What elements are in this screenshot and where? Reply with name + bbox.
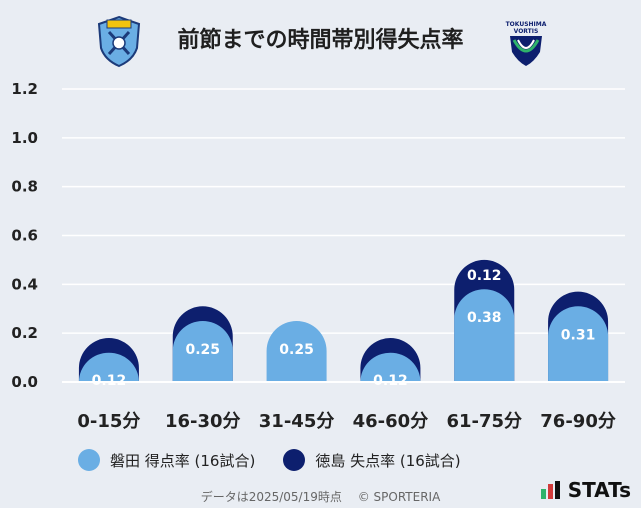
stats-brand: STATs	[540, 478, 631, 502]
legend: 磐田 得点率 (16試合) 徳島 失点率 (16試合)	[78, 449, 489, 471]
jubilo-iwata-logo	[97, 15, 141, 68]
tokushima-vortis-logo: TOKUSHIMA VORTIS	[506, 21, 547, 66]
bar-iwata	[360, 352, 421, 382]
bar-iwata	[548, 306, 609, 382]
legend-label-tokushima: 徳島 失点率 (16試合)	[315, 451, 461, 470]
legend-swatch-iwata	[78, 449, 100, 471]
y-tick-label: 0.0	[11, 373, 38, 391]
stats-logo-icon	[540, 481, 560, 499]
bar-label-iwata: 0.25	[185, 342, 220, 358]
y-tick-label: 1.0	[11, 129, 38, 147]
bar-label-tokushima: 0.12	[467, 268, 502, 284]
bar-iwata	[78, 352, 139, 382]
bar-chart: 0.0 0.2 0.4 0.6 0.8 1.0 1.2 0.12 0-15分 0.25 16-30分…	[11, 80, 625, 432]
bar-label-iwata: 0.38	[467, 310, 502, 326]
bar-iwata	[172, 320, 233, 382]
y-tick-label: 0.4	[11, 275, 38, 293]
right-logo-line2: VORTIS	[514, 28, 539, 35]
bar-label-iwata: 0.25	[279, 342, 314, 358]
x-category-label: 0-15分	[77, 411, 140, 432]
y-tick-label: 0.2	[11, 324, 38, 342]
chart-title: 前節までの時間帯別得失点率	[177, 28, 464, 53]
legend-label-iwata: 磐田 得点率 (16試合)	[110, 451, 256, 470]
x-category-label: 16-30分	[165, 411, 241, 432]
x-category-label: 31-45分	[259, 411, 335, 432]
bar-label-iwata: 0.31	[561, 327, 596, 343]
footer: データは2025/05/19時点 © SPORTERIA	[0, 488, 641, 505]
data-date: データは2025/05/19時点	[200, 490, 342, 504]
x-category-label: 46-60分	[353, 411, 429, 432]
copyright: © SPORTERIA	[357, 490, 441, 504]
legend-swatch-tokushima	[283, 449, 306, 471]
y-tick-label: 0.6	[11, 227, 38, 245]
bar-iwata	[454, 289, 515, 382]
legend-item-iwata: 磐田 得点率 (16試合)	[78, 449, 255, 471]
right-logo-line1: TOKUSHIMA	[506, 21, 547, 28]
legend-item-tokushima: 徳島 失点率 (16試合)	[283, 449, 461, 471]
x-category-label: 76-90分	[540, 411, 616, 432]
y-tick-label: 0.8	[11, 178, 38, 196]
y-tick-label: 1.2	[11, 80, 38, 98]
x-category-label: 61-75分	[446, 411, 522, 432]
stats-brand-text: STATs	[567, 478, 631, 502]
bar-iwata	[266, 320, 327, 382]
